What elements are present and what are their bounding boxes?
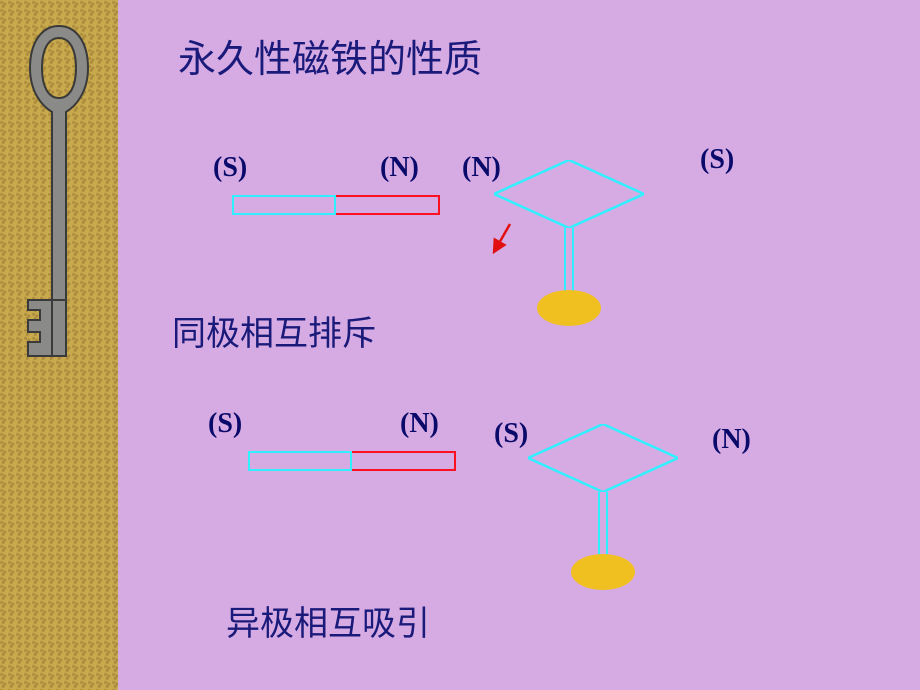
s1-caption: 同极相互排斥	[172, 306, 376, 355]
s1-compass-s-label: (S)	[700, 144, 734, 176]
s1-bar-s-half	[232, 195, 336, 215]
s2-compass-stem	[598, 492, 608, 560]
s2-bar-n-half	[352, 451, 456, 471]
s2-caption: 异极相互吸引	[226, 596, 430, 645]
s2-bar-s-label: (S)	[208, 408, 242, 440]
slide-main: 永久性磁铁的性质 (S) (N) (N) (S) 同极相互排斥 (S) (N) …	[118, 0, 920, 690]
s2-compass-s-label: (S)	[494, 418, 528, 450]
s2-bar-magnet	[248, 451, 456, 471]
s1-compass-stem	[564, 228, 574, 296]
s2-compass-diamond-icon	[528, 424, 678, 492]
s1-compass-diamond-icon	[494, 160, 644, 228]
s1-compass-base	[537, 290, 601, 326]
s1-bar-n-label: (N)	[380, 152, 419, 184]
s2-compass	[528, 424, 678, 497]
s1-repel-arrow-icon	[488, 218, 516, 258]
s1-bar-magnet	[232, 195, 440, 215]
s1-compass	[494, 160, 644, 233]
s2-bar-n-label: (N)	[400, 408, 439, 440]
slide-title: 永久性磁铁的性质	[178, 28, 482, 83]
sidebar-texture	[0, 0, 118, 690]
s2-compass-n-label: (N)	[712, 424, 751, 456]
key-icon	[22, 20, 96, 380]
s2-bar-s-half	[248, 451, 352, 471]
s1-bar-n-half	[336, 195, 440, 215]
s2-compass-base	[571, 554, 635, 590]
s1-bar-s-label: (S)	[213, 152, 247, 184]
